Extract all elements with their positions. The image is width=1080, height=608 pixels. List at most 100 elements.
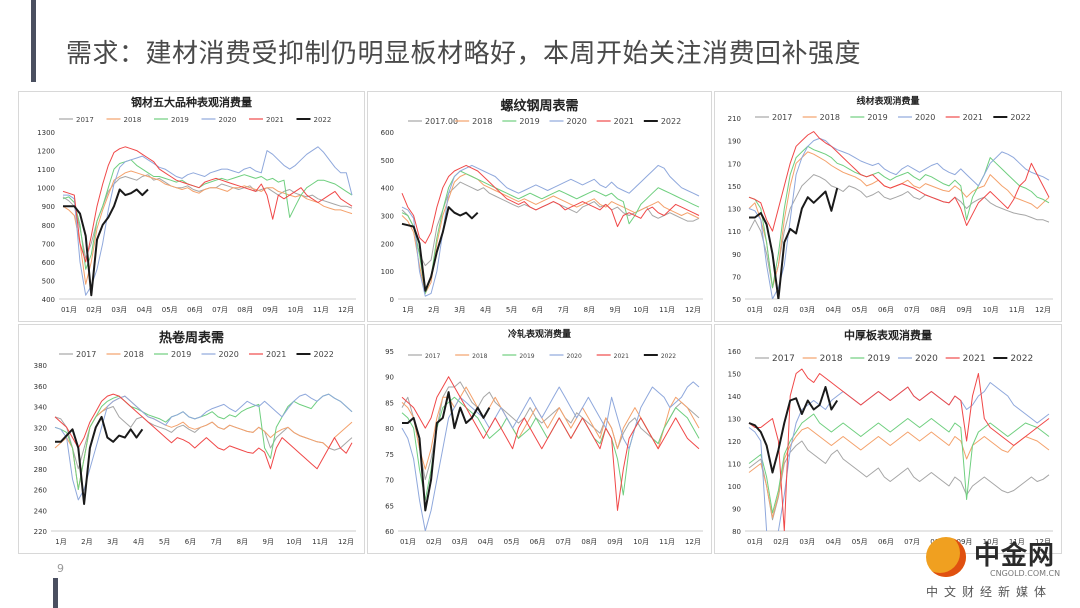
legend-label-2021: 2021: [266, 116, 284, 124]
legend-label-2018: 2018: [472, 117, 492, 126]
x-tick-label: 05月: [504, 538, 520, 546]
x-tick-label: 5月: [159, 538, 170, 546]
series-line-2021: [748, 131, 1050, 232]
chart-rebar: 螺纹钢周表需 2017.00 2018 2019 2020 2021 2022 0 100 200…: [381, 98, 703, 314]
x-tick-label: 10月: [286, 538, 302, 546]
x-tick-label: 09月: [956, 306, 972, 314]
x-tick-label: 07月: [555, 538, 571, 546]
x-tick-label: 1月: [55, 538, 66, 546]
series-line-2021: [401, 164, 700, 244]
x-tick-label: 3月: [107, 538, 118, 546]
x-tick-label: 11月: [1009, 306, 1025, 314]
legend-label-2021: 2021: [614, 117, 634, 126]
legend-label-2018: 2018: [820, 354, 843, 364]
y-tick-label: 220: [34, 528, 47, 536]
legend-label-2021: 2021: [963, 113, 983, 122]
x-tick-label: 12月: [1035, 306, 1051, 314]
y-tick-label: 300: [34, 445, 47, 453]
legend-label-2021: 2021: [963, 354, 986, 364]
series-line-2019: [748, 413, 1050, 514]
y-tick-label: 110: [728, 228, 741, 236]
x-tick-label: 01月: [747, 538, 763, 546]
chart-wire-rod: 线材表观消费量 2017 2018 2019 2020 2021 2022 50 70 90 110…: [728, 95, 1053, 314]
series-line-2018: [401, 173, 700, 294]
x-tick-label: 8月: [237, 538, 248, 546]
series-line-2019: [401, 396, 700, 501]
series-line-2020: [54, 393, 353, 501]
legend-label-2018: 2018: [820, 113, 840, 122]
legend-label-2020: 2020: [567, 117, 587, 126]
x-tick-label: 10月: [983, 538, 999, 546]
x-tick-label: 9月: [263, 538, 274, 546]
x-tick-label: 03月: [111, 306, 127, 314]
y-tick-label: 400: [42, 296, 55, 304]
x-tick-label: 11月: [313, 306, 329, 314]
y-tick-label: 120: [728, 438, 741, 446]
legend-label-2020: 2020: [915, 113, 935, 122]
series-line-2018: [54, 395, 353, 490]
y-tick-label: 300: [381, 213, 394, 221]
chart-panel-cold-rolled: 冷轧表观消费量 2017 2018 2019 2020 2021 2022 60 65 70 75 8…: [367, 324, 712, 554]
x-tick-label: 10月: [633, 538, 649, 546]
y-tick-label: 90: [732, 251, 741, 259]
legend-label-2020: 2020: [567, 353, 582, 360]
x-tick-label: 06月: [530, 538, 546, 546]
x-tick-label: 02月: [86, 306, 102, 314]
y-tick-label: 500: [381, 157, 394, 165]
y-tick-label: 130: [728, 416, 741, 424]
x-tick-label: 08月: [930, 306, 946, 314]
chart-panel-medium-plate: 中厚板表观消费量 2017 2018 2019 2020 2021 2022 80 90 100 1…: [714, 324, 1062, 554]
x-tick-label: 10月: [983, 306, 999, 314]
y-tick-label: 90: [732, 506, 741, 514]
y-tick-label: 600: [381, 129, 394, 137]
chart-steel-five: 钢材五大品种表观消费量 2017 2018 2019 2020 2021 2022 400 50…: [37, 95, 356, 314]
y-tick-label: 360: [34, 383, 47, 391]
x-tick-label: 04月: [826, 306, 842, 314]
series-line-2017: [748, 440, 1050, 521]
y-tick-label: 210: [728, 115, 741, 123]
series-line-2021: [401, 376, 700, 511]
legend-label-2019: 2019: [867, 113, 887, 122]
series-line-2019: [54, 393, 353, 490]
y-tick-label: 200: [381, 240, 394, 248]
x-tick-label: 10月: [633, 306, 649, 314]
legend-label-2019: 2019: [171, 116, 189, 124]
legend-label-2022: 2022: [1010, 113, 1030, 122]
y-tick-label: 70: [385, 477, 394, 485]
legend-label-2022: 2022: [314, 350, 334, 359]
y-tick-label: 70: [732, 273, 741, 281]
y-tick-label: 65: [385, 502, 394, 510]
chart-panel-rebar: 螺纹钢周表需 2017.00 2018 2019 2020 2021 2022 0 100 200…: [367, 91, 712, 322]
x-tick-label: 05月: [852, 538, 868, 546]
y-tick-label: 400: [381, 185, 394, 193]
x-tick-label: 04月: [826, 538, 842, 546]
legend-label-2019: 2019: [519, 353, 534, 360]
chart-medium-plate: 中厚板表观消费量 2017 2018 2019 2020 2021 2022 80 90 100 1…: [728, 328, 1053, 546]
x-tick-label: 01月: [400, 538, 416, 546]
y-tick-label: 140: [728, 393, 741, 401]
y-tick-label: 0: [390, 296, 394, 304]
accent-bar-bottom: [53, 578, 58, 608]
x-tick-label: 12月: [338, 306, 354, 314]
legend-label-2018: 2018: [124, 116, 142, 124]
x-tick-label: 07月: [904, 538, 920, 546]
x-tick-label: 7月: [211, 538, 222, 546]
chart-panel-steel-five: 钢材五大品种表观消费量 2017 2018 2019 2020 2021 2022 400 50…: [18, 91, 365, 322]
logo-icon: [926, 537, 966, 577]
series-line-2022: [63, 188, 149, 297]
y-tick-label: 85: [385, 399, 394, 407]
x-tick-label: 06月: [878, 306, 894, 314]
x-tick-label: 4月: [480, 306, 491, 314]
x-tick-label: 11月: [659, 538, 675, 546]
x-tick-label: 09月: [262, 306, 278, 314]
x-tick-label: 5月: [506, 306, 517, 314]
legend-label-2017-00: 2017.00: [425, 117, 458, 126]
watermark-logo: 中金网 CNGOLD.COM.CN 中文财经新媒体: [922, 533, 1072, 605]
y-tick-label: 900: [42, 203, 55, 211]
series-line-2017: [401, 381, 700, 481]
series-line-2020: [748, 137, 1050, 299]
legend-label-2021: 2021: [266, 350, 286, 359]
chart-panel-hot-coil: 热卷周表需 2017 2018 2019 2020 2021 2022 220 240 260 28…: [18, 324, 365, 554]
y-tick-label: 500: [42, 277, 55, 285]
x-tick-label: 07月: [904, 306, 920, 314]
